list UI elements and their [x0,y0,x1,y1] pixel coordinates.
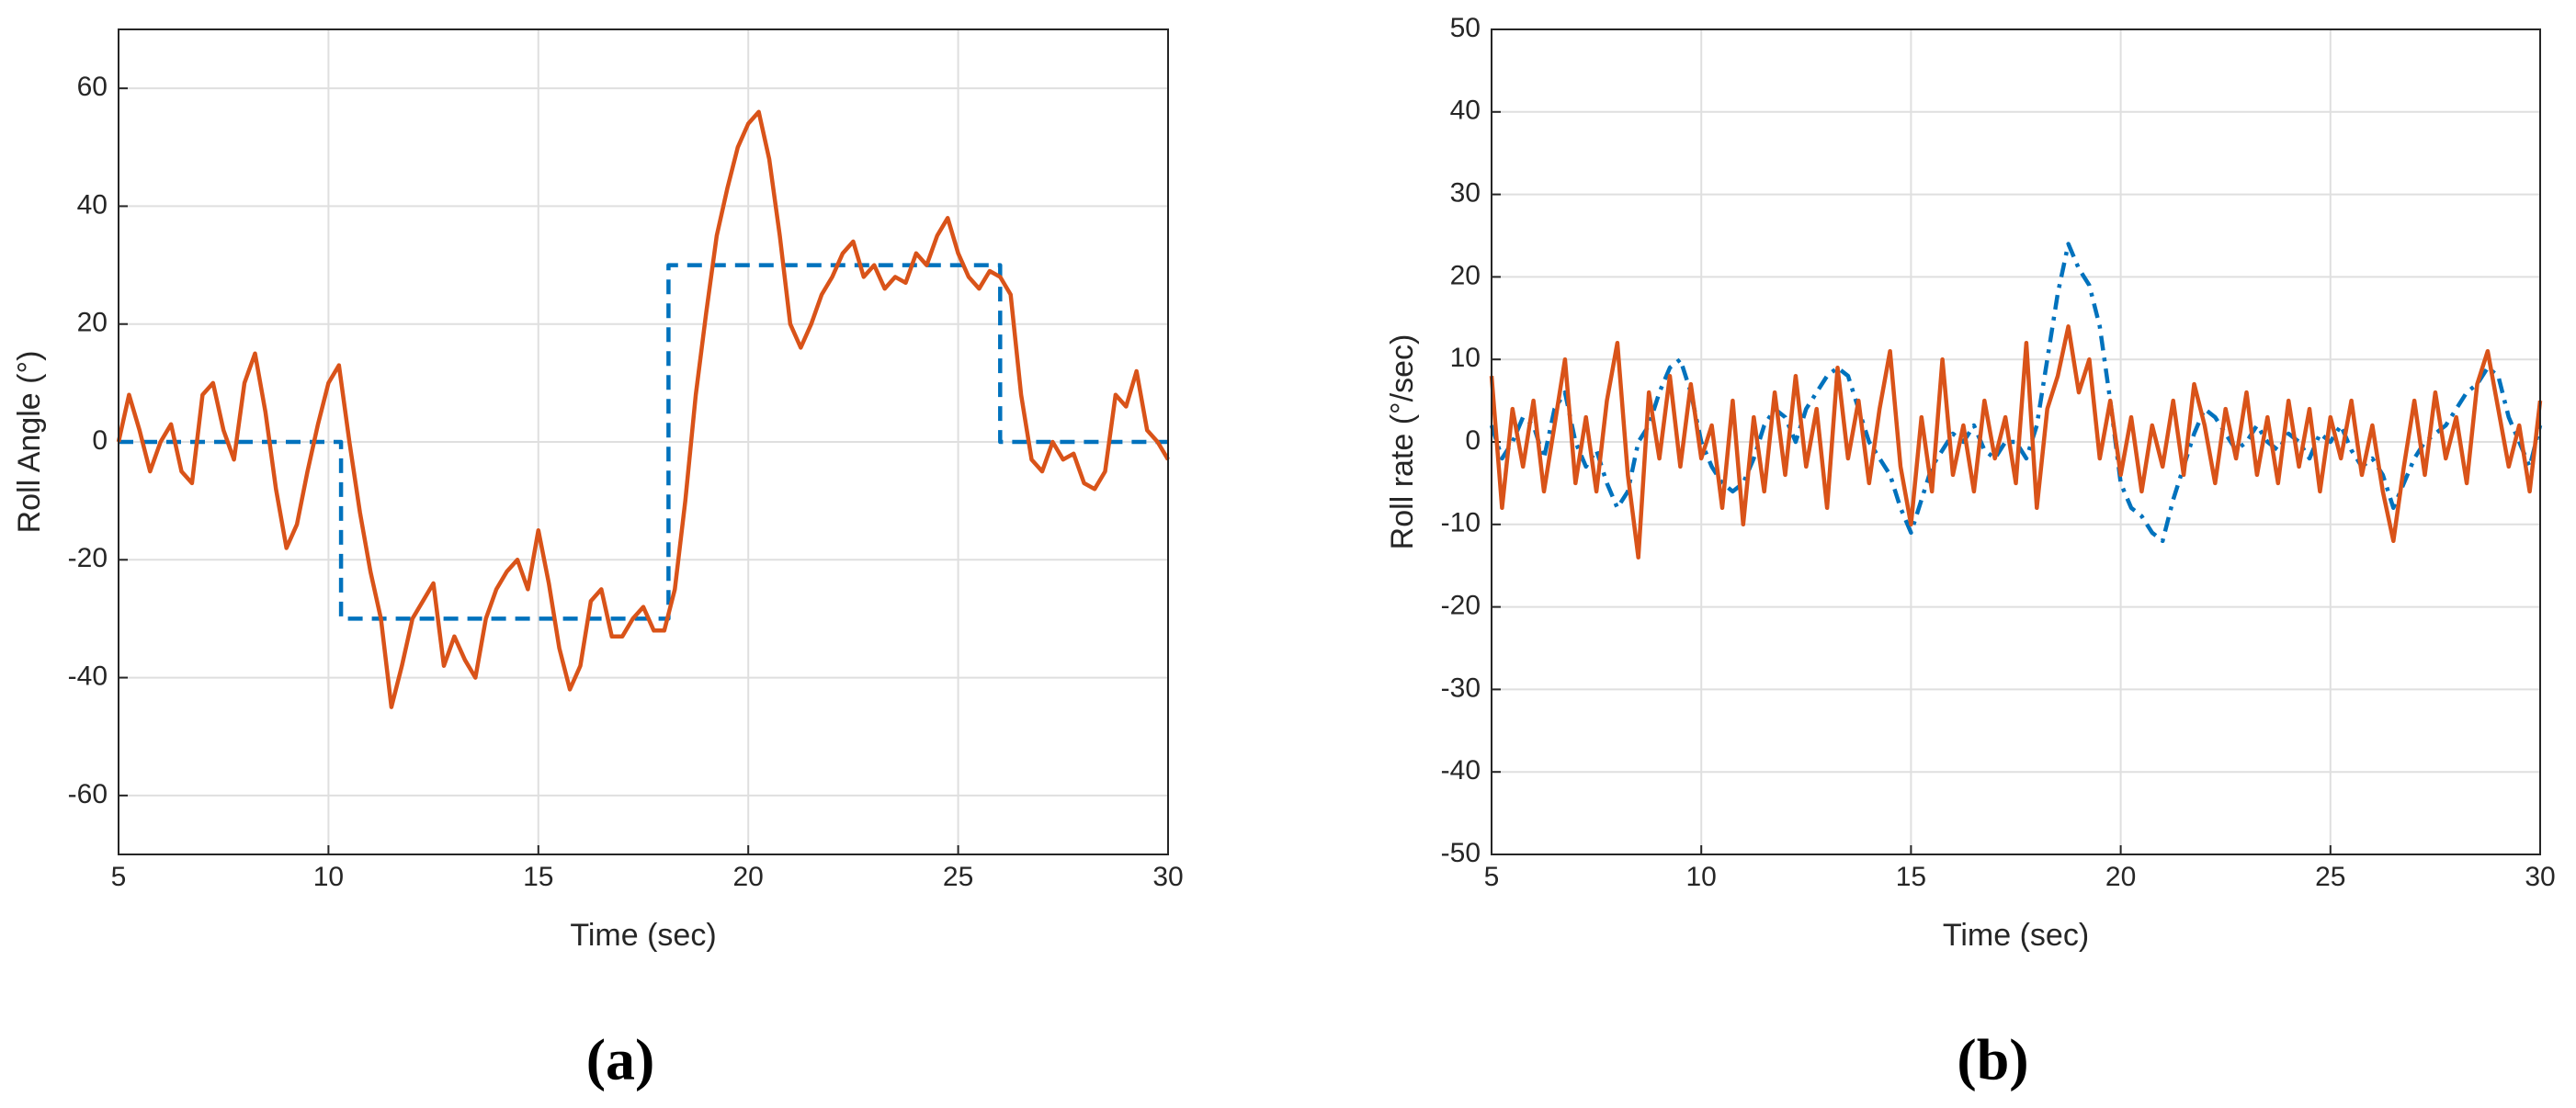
x-tick-label: 5 [111,862,127,892]
y-tick-label: -10 [1441,508,1481,538]
y-tick-label: 10 [1450,343,1481,373]
y-tick-label: 40 [1450,96,1481,126]
x-tick-label: 25 [2315,862,2345,892]
y-tick-label: -40 [1441,755,1481,786]
y-tick-label: 0 [92,425,108,456]
x-tick-label: 20 [2105,862,2136,892]
y-tick-label: 50 [1450,13,1481,43]
axes-box [118,28,1169,855]
x-tick-label: 10 [313,862,344,892]
data-line [116,109,1170,709]
data-line [119,263,1168,621]
y-tick-label: 20 [1450,260,1481,290]
x-tick-label: 30 [1152,862,1183,892]
y-tick-label: -20 [68,543,108,573]
x-axis-label: Time (sec) [570,918,716,953]
y-tick-label: -20 [1441,591,1481,621]
y-tick-label: 0 [1465,425,1481,456]
x-tick-label: 20 [733,862,764,892]
y-tick-label: -30 [1441,673,1481,703]
x-tick-label: 5 [1484,862,1500,892]
y-tick-label: 30 [1450,178,1481,209]
x-tick-label: 15 [523,862,553,892]
x-tick-label: 15 [1896,862,1926,892]
caption: (b) [1957,1027,2028,1092]
x-tick-label: 30 [2525,862,2555,892]
y-axis-label: Roll Angle (°) [12,351,47,534]
data-line [1489,324,2543,560]
caption: (a) [586,1027,655,1092]
y-tick-label: 20 [77,308,108,338]
x-tick-label: 10 [1686,862,1717,892]
y-tick-label: 40 [77,189,108,220]
y-tick-label: -60 [68,779,108,809]
y-tick-label: -50 [1441,838,1481,868]
axes-box [1491,28,2541,855]
x-tick-label: 25 [943,862,973,892]
y-tick-label: -40 [68,661,108,691]
x-axis-label: Time (sec) [1943,918,2089,953]
y-tick-label: 60 [77,72,108,102]
y-axis-label: Roll rate (°/sec) [1385,334,1420,550]
